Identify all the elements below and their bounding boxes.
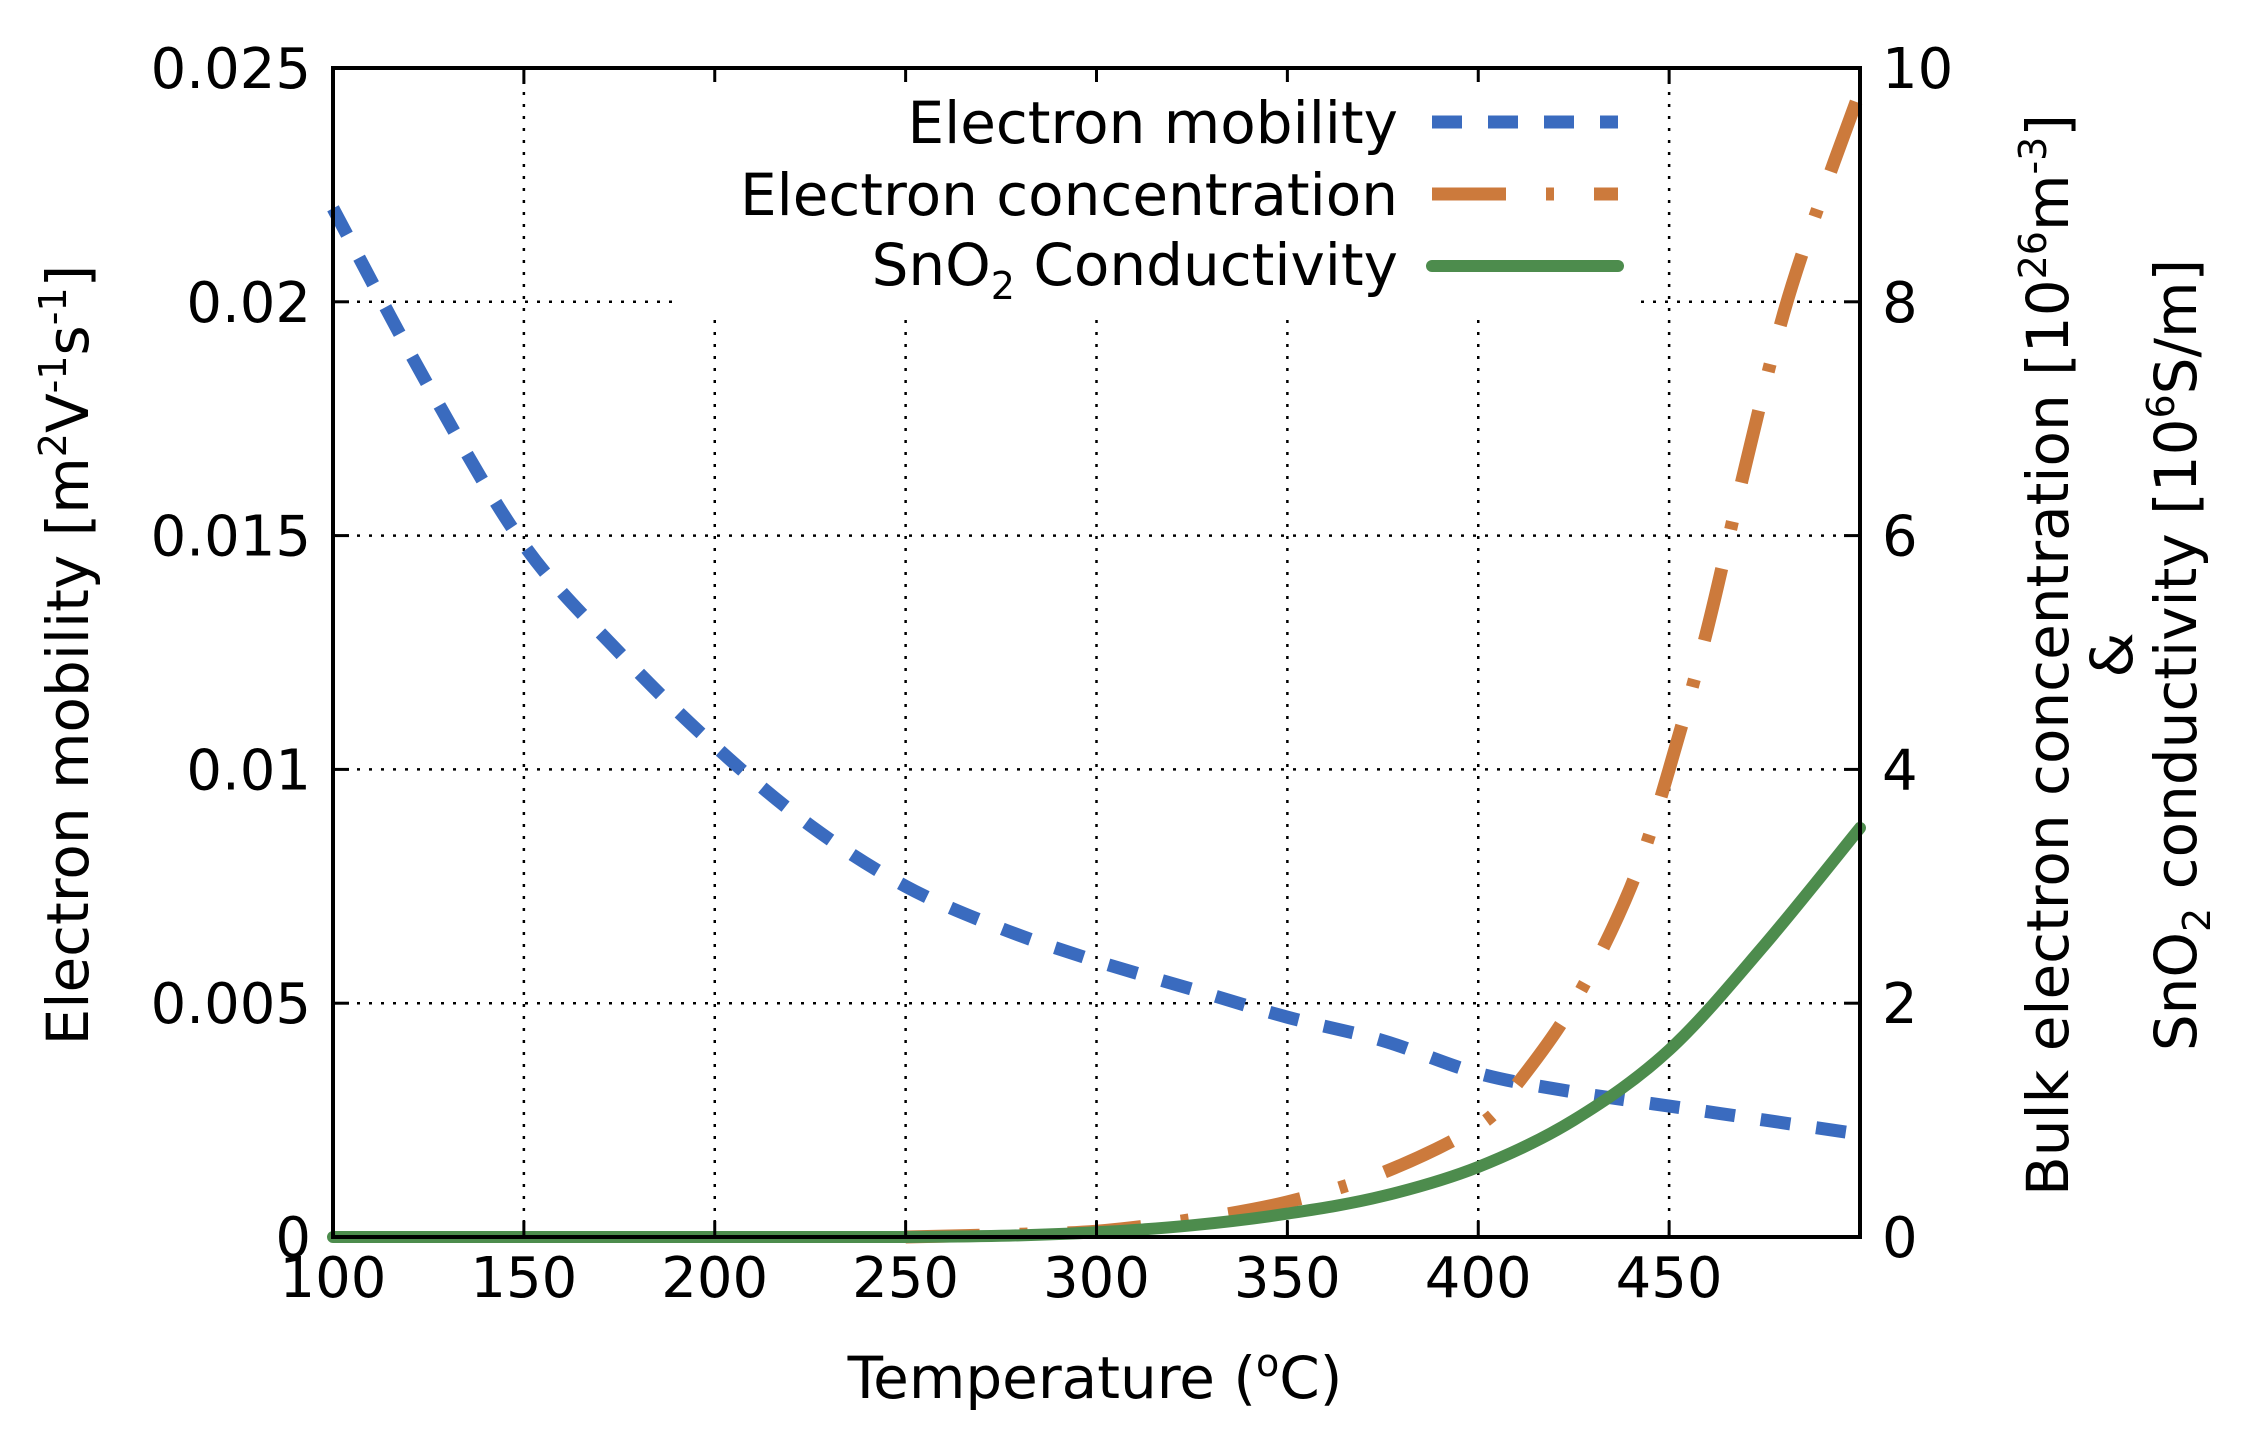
y-right-tick-label: 10: [1882, 37, 1953, 102]
y-right-tick-label: 8: [1882, 271, 1918, 336]
legend-label-concentration: Electron concentration: [740, 161, 1398, 229]
y-right-axis-title-line2: SnO2 conductivity [106S/m]: [2139, 259, 2219, 1051]
y-right-axis-title-line1: Bulk electron concentration [1026m-3]: [2011, 114, 2082, 1196]
y-left-axis-title: Electron mobility [m2V-1s-1]: [31, 265, 102, 1046]
y-left-tick-label: 0: [275, 1206, 311, 1271]
x-tick-label: 450: [1616, 1246, 1723, 1311]
legend: Electron mobility Electron concentration…: [680, 82, 1640, 314]
series-line-electron-concentration: [905, 89, 1867, 1244]
y-left-tick-label: 0.005: [151, 972, 311, 1037]
y-left-tick-label: 0.015: [151, 505, 311, 570]
series-line-electron-mobility: [327, 205, 1861, 1141]
y-right-axis-title-amp: &: [2078, 632, 2146, 677]
x-tick-label: 150: [470, 1246, 577, 1311]
x-tick-label: 400: [1425, 1246, 1532, 1311]
x-tick-label: 100: [280, 1246, 387, 1311]
x-tick-label: 300: [1043, 1246, 1150, 1311]
x-axis-title: Temperature (oC): [847, 1341, 1343, 1412]
y-left-tick-label: 0.01: [186, 738, 311, 803]
x-tick-label: 250: [852, 1246, 959, 1311]
x-tick-label: 350: [1234, 1246, 1341, 1311]
tick-labels: 100 150 200 250 300 350 400 45000.0050.010.0150…: [151, 37, 1954, 1311]
y-left-tick-label: 0.025: [151, 37, 311, 102]
legend-label-mobility: Electron mobility: [907, 89, 1398, 157]
y-right-tick-label: 2: [1882, 972, 1918, 1037]
y-right-tick-label: 4: [1882, 738, 1918, 803]
y-right-tick-label: 6: [1882, 505, 1918, 570]
legend-label-conductivity: SnO2 Conductivity: [872, 231, 1398, 308]
y-left-tick-label: 0.02: [186, 271, 311, 336]
y-right-tick-label: 0: [1882, 1206, 1918, 1271]
x-tick-label: 200: [661, 1246, 768, 1311]
tick-marks: [331, 66, 1860, 1239]
